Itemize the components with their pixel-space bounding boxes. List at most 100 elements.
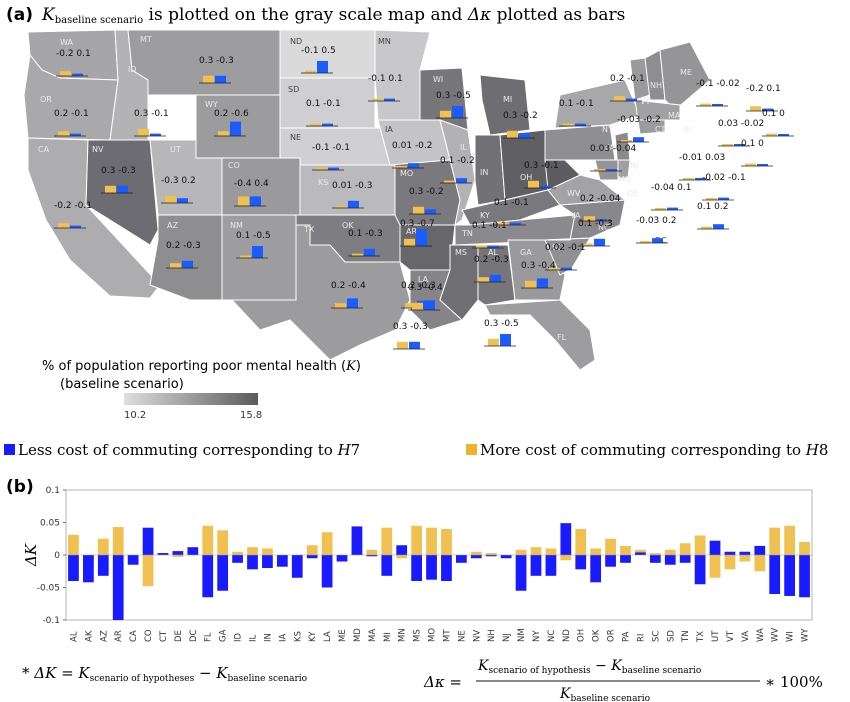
x-tick-label: OR: [607, 629, 617, 642]
map-annotation-in: 0.03 -0.04: [590, 144, 636, 172]
bar-less-in: [262, 555, 273, 568]
map-bar-more: [335, 303, 346, 308]
state-abbr-al: AL: [488, 248, 498, 257]
state-shape-il: [439, 119, 476, 227]
svg-text:* ΔK = Kscenario of hypotheses: * ΔK = Kscenario of hypotheses − Kbaseli…: [22, 664, 307, 684]
map-value-label: 0.1 -0.1: [472, 221, 507, 231]
map-value-label: 0.3 -0.2: [503, 111, 538, 121]
state-abbr-tn: TN: [461, 229, 473, 238]
map-annotation-oh: 0.3 -0.1: [524, 161, 559, 189]
map-bar-more: [316, 167, 327, 170]
state-abbr-il: IL: [460, 143, 467, 152]
x-tick-label: TX: [696, 631, 706, 643]
x-tick-label: AR: [114, 630, 124, 642]
state-annotations: WA OR CA ID NV MT WY UT CO AZ NM ND SD NE KS OK TX MN IA MO…: [38, 35, 794, 350]
map-bar-more: [240, 255, 251, 258]
x-tick-label: DE: [174, 630, 184, 642]
map-annotation-tx: 0.2 -0.4: [331, 281, 366, 309]
map-bar-less: [425, 209, 436, 214]
bar-more-wi: [784, 525, 795, 555]
bar-less-mn: [396, 545, 408, 555]
bar-less-ks: [291, 555, 303, 578]
x-tick-label: WV: [771, 628, 781, 642]
state-abbr-mn: MN: [378, 37, 391, 46]
state-abbr-nm: NM: [230, 221, 243, 230]
bar-more-wa: [754, 555, 766, 572]
map-bar-more: [528, 180, 539, 188]
x-tick-label: OH: [577, 629, 587, 642]
map-bar-less: [384, 98, 395, 101]
map-value-label: 0.1 -0.2: [440, 156, 475, 166]
map-bar-more: [507, 130, 518, 138]
map-annotation-sd: 0.1 -0.1: [306, 99, 341, 127]
map-value-label: 0.3 -0.1: [134, 109, 169, 119]
bar-less-ms: [411, 555, 422, 581]
panel-b-label: (b): [6, 477, 34, 497]
bar-legend: Less cost of commuting corresponding to …: [4, 441, 828, 459]
bar-more-pa: [620, 545, 631, 555]
bar-more-fl: [202, 525, 214, 555]
x-tick-label: PA: [622, 631, 632, 642]
map-value-label: 0.1 0.2: [697, 202, 729, 212]
map-bar-more: [722, 144, 733, 146]
map-bar-less: [70, 133, 81, 136]
bar-more-de: [172, 555, 184, 557]
bar-more-ar: [112, 527, 124, 555]
map-bar-less: [348, 200, 359, 208]
map-annotation-ma: 0.1 0: [762, 109, 794, 137]
map-bar-more: [498, 222, 509, 225]
map-value-label: 0.3 -0.1: [524, 161, 559, 171]
map-value-label: 0.2 -0.1: [610, 74, 645, 84]
x-tick-label: NH: [487, 629, 497, 642]
map-bar-less: [606, 169, 617, 171]
map-annotation-wy: 0.2 -0.6: [214, 109, 249, 137]
bar-less-nd: [560, 523, 572, 555]
bar-less-ma: [366, 555, 378, 557]
state-shape-ct: [637, 119, 666, 135]
bar-less-nm: [515, 555, 527, 591]
map-value-label: 0.01 -0.3: [332, 181, 372, 191]
bar-more-mn: [396, 555, 408, 559]
map-value-label: -0.02 -0.1: [702, 173, 746, 183]
bar-less-mt: [441, 555, 452, 581]
state-abbr-ny: NY: [602, 125, 613, 134]
map-bar-less: [347, 298, 358, 308]
x-tick-label: NE: [457, 630, 467, 642]
state-shape-ny: [554, 79, 641, 129]
map-bar-less: [150, 133, 161, 136]
map-bar-more: [476, 245, 487, 248]
map-bar-less: [713, 224, 724, 229]
state-abbr-id: ID: [128, 65, 137, 74]
map-bar-more: [766, 133, 777, 136]
map-value-label: 0.1 0: [762, 109, 785, 119]
bar-more-va: [739, 555, 751, 562]
map-bar-less: [456, 178, 467, 183]
map-bar-more: [170, 263, 181, 268]
map-bar-less: [452, 106, 463, 118]
map-legend-close: ): [356, 359, 361, 374]
map-annotation-ks: 0.01 -0.3: [332, 181, 372, 209]
map-bar-more: [58, 131, 69, 136]
map-bar-less: [252, 246, 263, 258]
map-bar-less: [778, 134, 789, 136]
state-abbr-in: IN: [480, 168, 488, 177]
map-bar-more: [352, 253, 363, 256]
map-annotation-pa: -0.03 -0.2: [617, 115, 661, 143]
bar-more-id: [232, 551, 243, 555]
map-annotation-nc: 0.1 -0.3: [578, 219, 613, 247]
map-bar-more: [525, 280, 536, 288]
bar-more-la: [321, 532, 333, 555]
map-bar-more: [655, 208, 666, 210]
map-bar-less: [416, 229, 427, 246]
bar-more-vt: [724, 555, 736, 570]
map-value-label: 0.3 -0.4: [521, 261, 556, 271]
map-bar-less: [328, 167, 339, 170]
bar-less-dc: [187, 547, 199, 555]
map-value-label: 0.3 -0.5: [484, 319, 519, 329]
x-tick-label: AL: [69, 631, 79, 642]
bar-less-or: [605, 555, 616, 567]
map-value-label: 0.02 -0.1: [545, 243, 585, 253]
map-bar-more: [58, 223, 69, 228]
map-legend-max: 15.8: [240, 410, 262, 421]
state-abbr-co: CO: [228, 161, 240, 170]
